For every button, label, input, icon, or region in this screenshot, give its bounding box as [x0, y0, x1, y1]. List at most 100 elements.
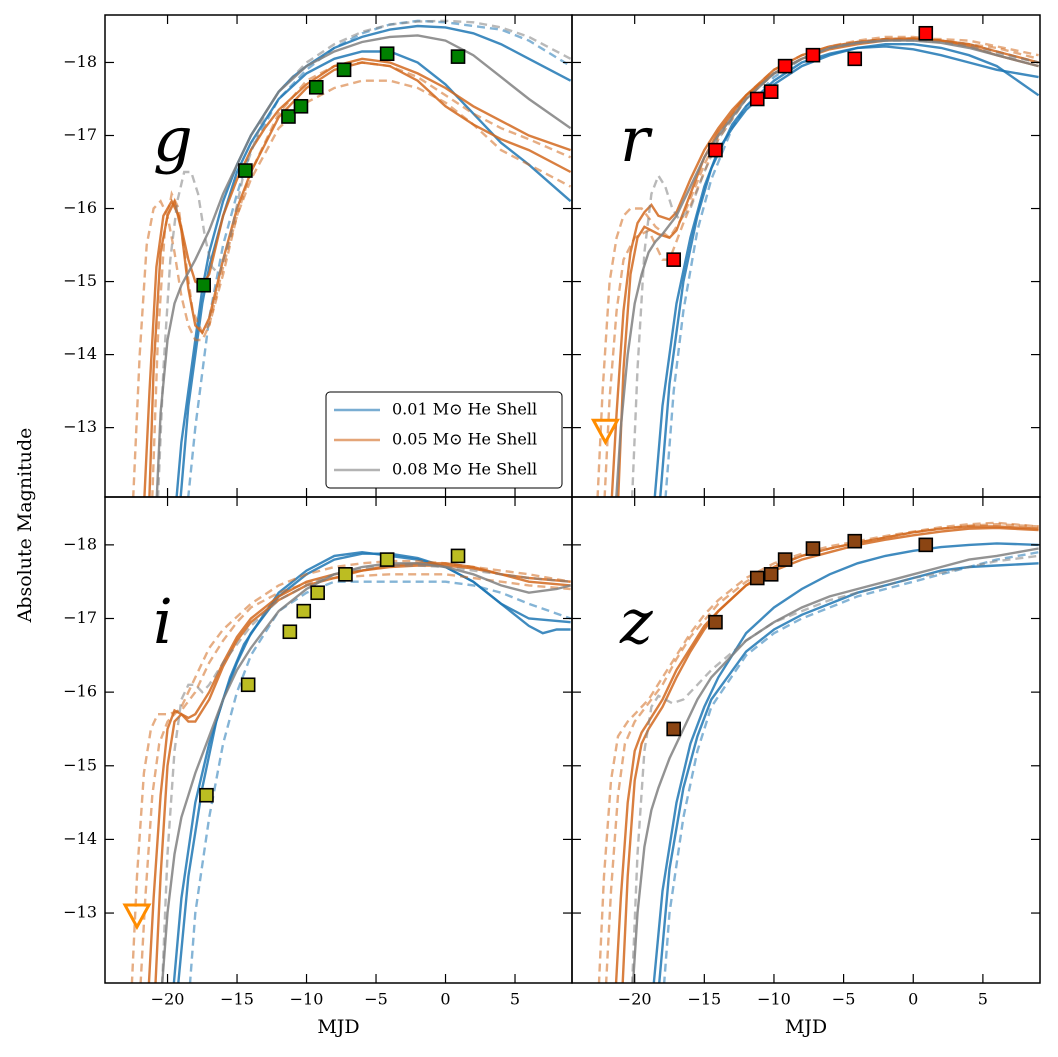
data-point: [749, 91, 765, 107]
y-tick-label: −15: [63, 755, 97, 774]
data-point: [763, 84, 779, 99]
data-point: [196, 277, 211, 293]
data-point: [847, 51, 863, 67]
x-tick-label: 0: [908, 990, 918, 1009]
data-point: [666, 252, 681, 267]
data-point: [777, 58, 793, 74]
data-point: [336, 62, 352, 78]
y-tick-label: −17: [63, 125, 97, 144]
model-curve: [659, 45, 1039, 497]
legend-box: [325, 391, 563, 489]
x-tick-label: −15: [220, 990, 254, 1009]
model-curve: [161, 564, 571, 983]
x-tick-label: 0: [440, 990, 450, 1009]
data-point: [308, 80, 324, 95]
upper-limit: [590, 418, 620, 446]
data-point: [379, 552, 395, 567]
band-label: r: [620, 103, 653, 176]
data-point: [805, 541, 821, 556]
data-point: [338, 567, 353, 582]
model-curve: [177, 550, 571, 983]
data-point: [282, 624, 298, 640]
data-point: [805, 47, 821, 63]
model-curve: [630, 554, 1039, 983]
model-curve: [187, 19, 572, 497]
x-tick-label: −20: [618, 990, 652, 1009]
model-curve: [610, 37, 1039, 497]
x-tick-label: −10: [290, 990, 324, 1009]
y-tick-label: −16: [63, 198, 97, 217]
data-point: [918, 537, 934, 553]
model-curve: [631, 547, 1039, 983]
data-point: [777, 552, 793, 567]
x-tick-label: −20: [151, 990, 185, 1009]
data-point: [199, 787, 214, 803]
x-tick-label: −5: [364, 990, 388, 1009]
panel-frame: [571, 14, 1041, 498]
model-curve: [139, 559, 571, 983]
data-point: [708, 142, 723, 158]
x-tick-label: −5: [832, 990, 856, 1009]
data-point: [749, 570, 765, 586]
plot-area: [597, 521, 1039, 983]
legend-label: 0.08 M⊙ He Shell: [392, 460, 537, 479]
model-curve: [658, 562, 1039, 983]
model-curve: [154, 564, 571, 983]
model-curve: [156, 19, 572, 497]
data-point: [293, 98, 309, 114]
model-curve: [604, 522, 1039, 983]
panel-frame: [571, 496, 1041, 984]
y-tick-label: −16: [63, 682, 97, 701]
y-tick-label: −13: [63, 417, 97, 436]
plot-area: [590, 25, 1040, 497]
model-curve: [615, 39, 1039, 497]
x-tick-label: 5: [510, 990, 520, 1009]
model-curve: [188, 580, 571, 983]
y-tick-label: −17: [63, 608, 97, 627]
model-curve: [132, 79, 572, 497]
x-tick-label: −15: [687, 990, 721, 1009]
plot-area: [132, 19, 572, 497]
legend-label: 0.05 M⊙ He Shell: [392, 430, 537, 449]
data-point: [296, 603, 312, 619]
y-tick-label: −14: [63, 829, 97, 848]
data-point: [238, 163, 253, 178]
y-tick-label: −18: [63, 534, 97, 553]
upper-limit: [122, 903, 152, 931]
y-tick-label: −13: [63, 903, 97, 922]
data-point: [847, 533, 863, 549]
model-curve: [653, 43, 1040, 497]
model-curve: [130, 573, 571, 983]
model-curve: [652, 542, 1039, 983]
data-point: [281, 109, 296, 124]
x-tick-label: 5: [978, 990, 988, 1009]
model-curve: [172, 552, 571, 983]
data-point: [450, 548, 466, 564]
model-curve: [664, 37, 1039, 497]
data-point: [763, 567, 779, 582]
y-tick-label: −15: [63, 271, 97, 290]
band-label: g: [153, 103, 193, 176]
y-tick-label: −14: [63, 344, 97, 363]
x-axis-label: MJD: [785, 1016, 827, 1038]
data-point: [310, 585, 325, 601]
band-label: i: [153, 585, 173, 658]
data-point: [918, 25, 934, 41]
data-point: [708, 614, 723, 630]
legend-label: 0.01 M⊙ He Shell: [392, 400, 537, 419]
y-tick-label: −18: [63, 52, 97, 71]
data-point: [450, 49, 466, 64]
model-curve: [630, 39, 1039, 497]
plot-area: [122, 548, 571, 983]
data-point: [240, 677, 256, 693]
y-axis-label: Absolute Magnitude: [14, 428, 36, 624]
x-axis-label: MJD: [317, 1016, 359, 1038]
model-curve: [161, 562, 571, 983]
data-point: [666, 721, 681, 737]
model-curve: [603, 37, 1039, 497]
x-tick-label: −10: [757, 990, 791, 1009]
band-label: z: [619, 585, 653, 658]
model-curve: [179, 50, 572, 497]
data-point: [379, 46, 395, 62]
